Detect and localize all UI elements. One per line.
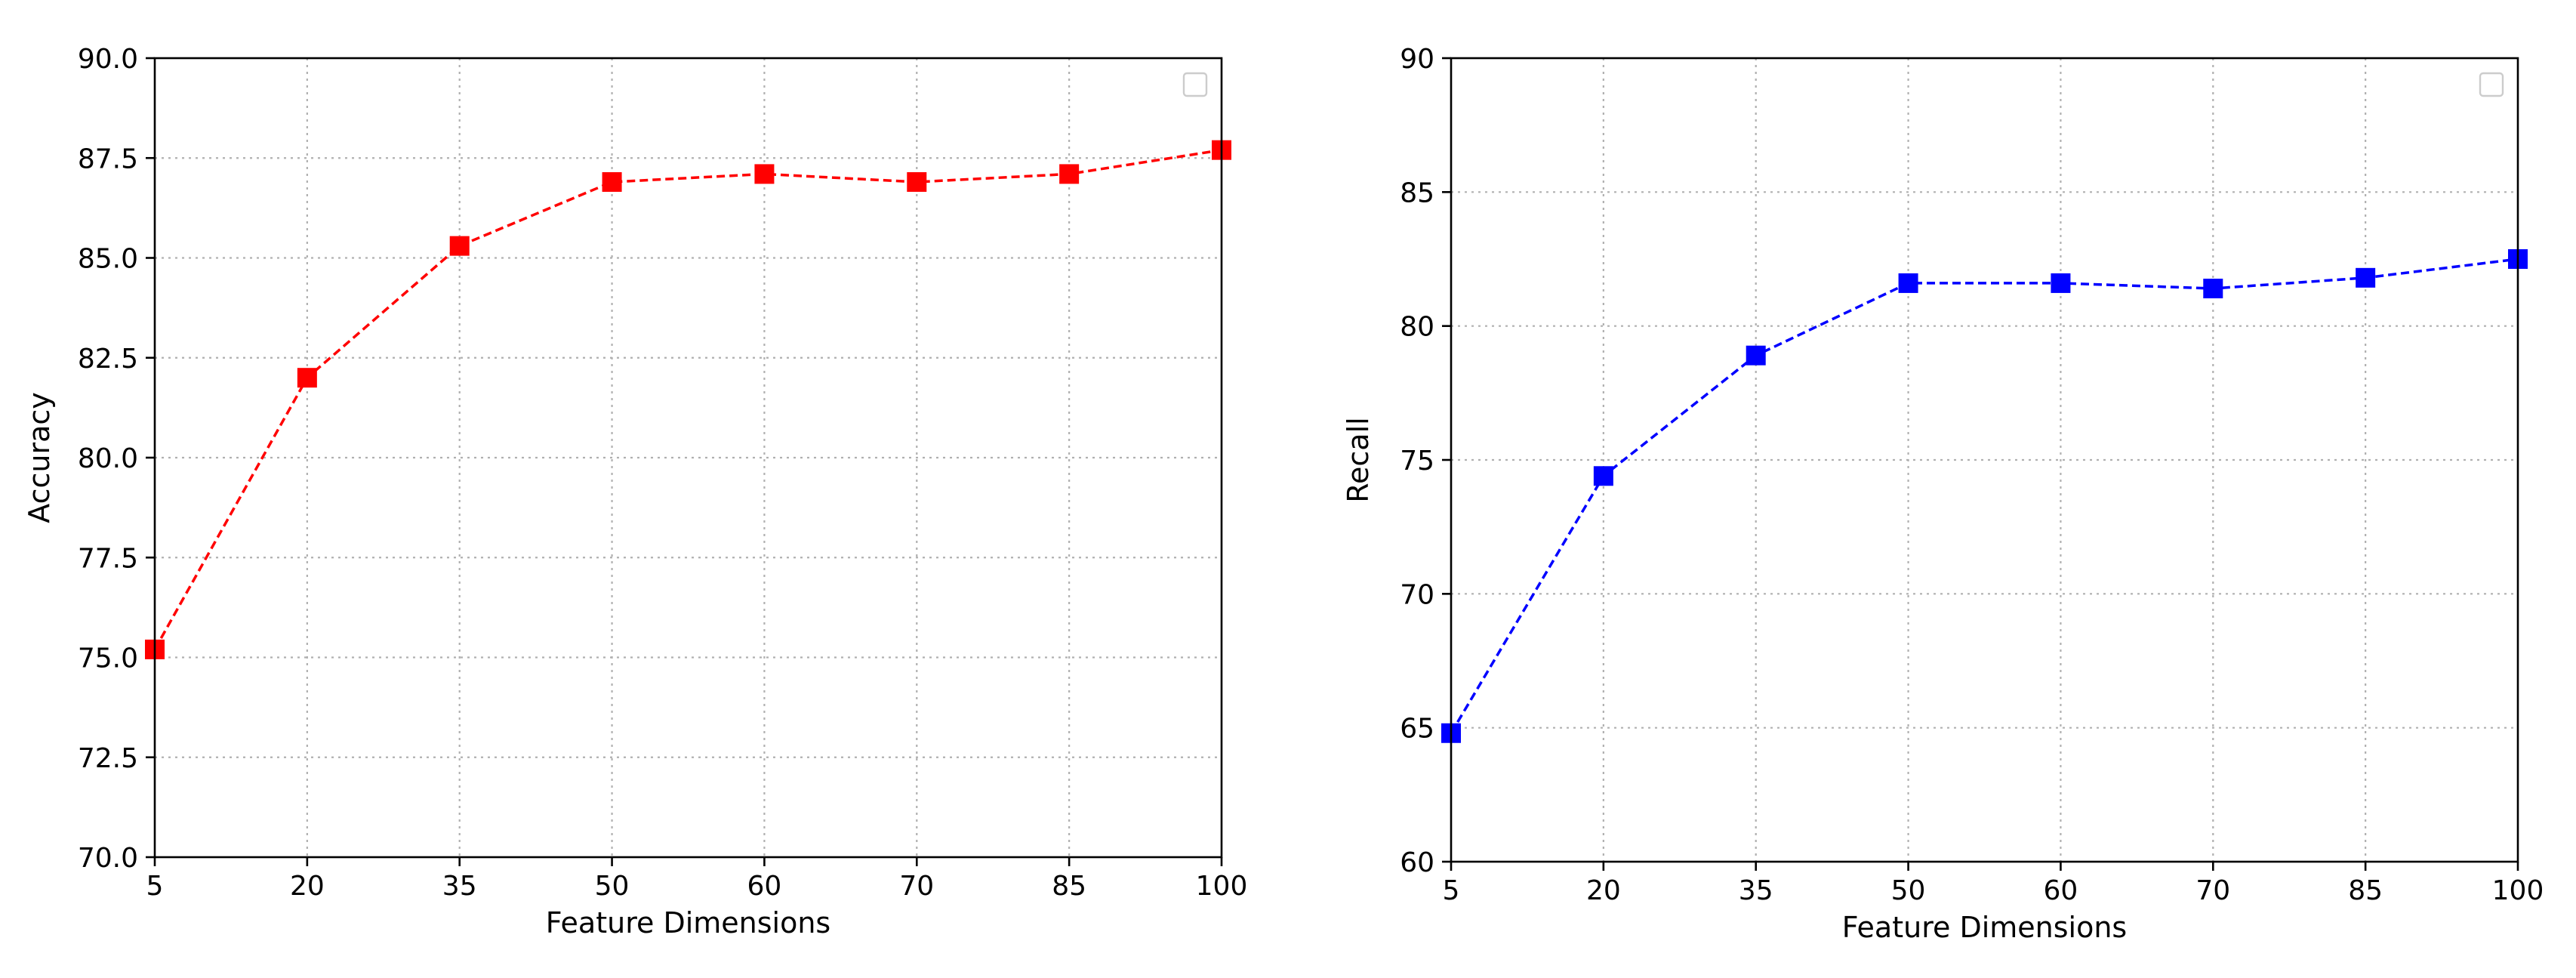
x-tick-label: 70 [899, 871, 934, 902]
x-tick-label: 50 [595, 871, 630, 902]
y-axis-label: Accuracy [23, 392, 56, 523]
y-tick-label: 75.0 [78, 643, 138, 674]
y-tick-label: 77.5 [78, 543, 138, 574]
y-tick-label: 70.0 [78, 843, 138, 874]
accuracy-chart: 5 20 35 50 60 70 85 100 70.0 72.5 75.0 77.5 80.0 82.5… [23, 44, 1247, 939]
y-tick-label: 80 [1400, 312, 1434, 343]
x-tick-label: 85 [1052, 871, 1086, 902]
data-point [449, 236, 470, 256]
x-tick-label: 35 [442, 871, 477, 902]
y-tick-label: 90.0 [78, 44, 138, 75]
x-axis-label: Feature Dimensions [546, 906, 830, 939]
x-tick-label: 60 [2044, 875, 2078, 906]
x-tick-label: 85 [2348, 875, 2383, 906]
data-point [2356, 267, 2376, 288]
x-axis-label: Feature Dimensions [1842, 911, 2127, 944]
y-tick-label: 60 [1400, 847, 1434, 878]
x-tick-label: 100 [2492, 875, 2544, 906]
data-point [2203, 279, 2223, 299]
data-point [602, 171, 622, 192]
data-point [1898, 273, 1918, 293]
y-tick-label: 85 [1400, 177, 1434, 208]
x-tick-label: 20 [1586, 875, 1621, 906]
data-point [1746, 345, 1766, 366]
y-tick-label: 75 [1400, 446, 1434, 477]
y-tick-label: 70 [1400, 579, 1434, 610]
data-point [754, 164, 775, 184]
data-point [1593, 466, 1613, 486]
recall-chart: 5 20 35 50 60 70 85 100 60 65 70 75 80 85 90 Feature Di… [1342, 44, 2544, 944]
y-axis-label: Recall [1342, 417, 1375, 502]
series-line [153, 148, 1222, 650]
x-tick-label: 100 [1196, 871, 1248, 902]
x-tick-label: 5 [146, 871, 164, 902]
x-tick-label: 60 [747, 871, 782, 902]
data-point [1059, 164, 1080, 184]
x-tick-label: 50 [1891, 875, 1926, 906]
plot-frame [153, 57, 1223, 859]
y-tick-label: 72.5 [78, 743, 138, 774]
x-tick-label: 70 [2195, 875, 2230, 906]
y-tick-label: 87.5 [78, 143, 138, 174]
x-tick-label: 20 [290, 871, 325, 902]
data-point [297, 368, 317, 388]
y-tick-label: 90 [1400, 44, 1434, 75]
y-tick-label: 65 [1400, 714, 1434, 745]
series-line [1450, 258, 2519, 734]
x-tick-label: 5 [1443, 875, 1460, 906]
legend-box [2479, 72, 2504, 97]
plot-frame [1450, 57, 2519, 863]
x-tick-label: 35 [1739, 875, 1773, 906]
data-point [2051, 273, 2071, 293]
y-tick-label: 82.5 [78, 344, 138, 375]
y-tick-label: 85.0 [78, 244, 138, 275]
legend-box [1182, 72, 1208, 97]
data-point [907, 171, 927, 192]
y-tick-label: 80.0 [78, 443, 138, 474]
